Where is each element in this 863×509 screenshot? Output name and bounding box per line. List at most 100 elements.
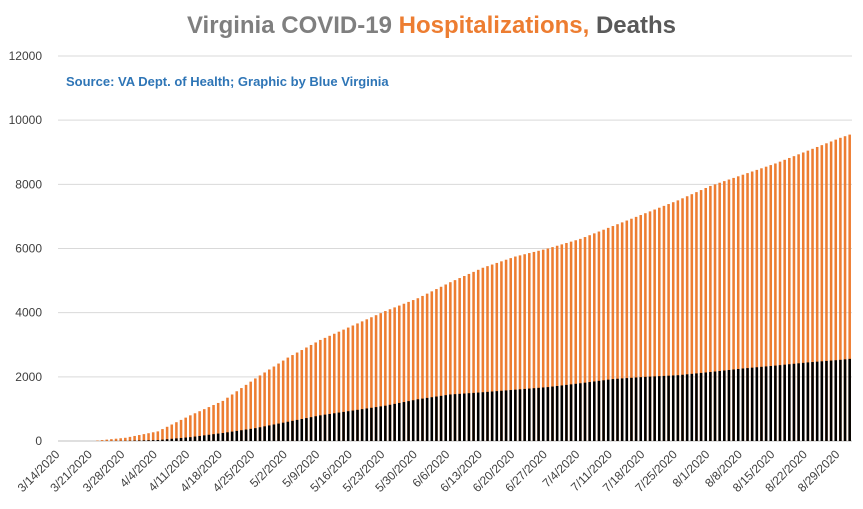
- hospitalizations-bar: [133, 435, 136, 441]
- hospitalizations-bar: [825, 143, 828, 441]
- chart-title: Virginia COVID-19 Hospitalizations, Deat…: [0, 12, 863, 40]
- deaths-bar: [611, 379, 615, 441]
- deaths-bar: [189, 437, 192, 441]
- hospitalizations-bar: [416, 298, 420, 441]
- deaths-bar: [226, 432, 229, 441]
- deaths-bar: [723, 370, 726, 441]
- hospitalizations-bar: [370, 317, 373, 441]
- deaths-bar: [388, 404, 392, 441]
- deaths-bar: [606, 379, 610, 441]
- deaths-bar: [815, 361, 819, 441]
- hospitalizations-bar: [541, 249, 545, 441]
- deaths-bar: [597, 380, 601, 441]
- hospitalizations-bar: [374, 315, 378, 441]
- hospitalizations-bar: [295, 352, 299, 441]
- hospitalizations-bar: [161, 429, 164, 441]
- deaths-bar: [425, 397, 429, 441]
- hospitalizations-bar: [137, 435, 141, 441]
- hospitalizations-bar: [769, 165, 773, 442]
- hospitalizations-bar: [356, 323, 359, 441]
- hospitalizations-bar: [323, 337, 327, 441]
- hospitalizations-bar: [783, 159, 786, 441]
- hospitalizations-bar: [574, 240, 578, 441]
- deaths-bar: [356, 409, 359, 441]
- hospitalizations-bar: [407, 301, 410, 441]
- deaths-bar: [783, 364, 786, 441]
- hospitalizations-bar: [444, 284, 447, 441]
- hospitalizations-bar: [676, 200, 680, 441]
- deaths-bar: [346, 411, 350, 441]
- hospitalizations-bar: [811, 148, 814, 441]
- hospitalizations-bar: [100, 440, 104, 441]
- hospitalizations-bar: [202, 409, 206, 441]
- deaths-bar: [713, 371, 717, 441]
- deaths-bar: [323, 414, 327, 441]
- hospitalizations-bar: [472, 271, 475, 441]
- hospitalizations-bar: [653, 209, 656, 441]
- deaths-bar: [193, 436, 197, 441]
- deaths-bar: [379, 406, 382, 441]
- deaths-bar: [337, 412, 341, 441]
- hospitalizations-bar: [746, 173, 749, 441]
- deaths-bar: [235, 430, 239, 441]
- hospitalizations-bar: [723, 181, 726, 441]
- deaths-bar: [579, 383, 582, 441]
- hospitalizations-bar: [611, 226, 615, 441]
- deaths-bar: [760, 366, 763, 441]
- hospitalizations-bar: [124, 437, 127, 441]
- deaths-bar: [295, 419, 299, 441]
- deaths-bar: [453, 394, 457, 441]
- deaths-bar: [439, 395, 443, 441]
- hospitalizations-bar: [384, 311, 387, 441]
- hospitalizations-bar: [240, 388, 243, 441]
- deaths-bar: [332, 413, 336, 441]
- hospitalizations-bar: [277, 363, 280, 441]
- hospitalizations-bar: [528, 253, 531, 441]
- deaths-bar: [244, 429, 248, 441]
- hospitalizations-bar: [439, 286, 443, 441]
- deaths-bar: [281, 422, 285, 441]
- deaths-bar: [254, 428, 257, 441]
- deaths-bar: [699, 372, 703, 441]
- deaths-bar: [463, 393, 466, 441]
- deaths-bar: [476, 392, 480, 441]
- deaths-bar: [504, 390, 508, 441]
- hospitalizations-bar: [110, 439, 113, 441]
- hospitalizations-bar: [843, 136, 847, 442]
- hospitalizations-bar: [189, 415, 192, 441]
- hospitalizations-bar: [388, 309, 392, 441]
- deaths-bar: [523, 388, 526, 441]
- hospitalizations-bar: [537, 250, 540, 441]
- hospitalizations-bar: [142, 434, 146, 441]
- hospitalizations-bar: [147, 433, 150, 441]
- hospitalizations-bar: [421, 295, 424, 441]
- deaths-bar: [486, 391, 489, 441]
- deaths-bar: [560, 385, 564, 441]
- hospitalizations-bar: [179, 419, 183, 441]
- y-tick-label: 10000: [9, 113, 43, 127]
- hospitalizations-bar: [309, 344, 313, 441]
- hospitalizations-bar: [509, 258, 512, 441]
- deaths-bar: [778, 365, 782, 441]
- deaths-bar: [755, 367, 759, 441]
- deaths-bar: [667, 375, 670, 441]
- deaths-bar: [541, 387, 545, 441]
- deaths-bar: [490, 391, 494, 441]
- hospitalizations-bar: [801, 152, 805, 441]
- y-tick-label: 6000: [15, 242, 42, 256]
- hospitalizations-bar: [449, 282, 452, 441]
- deaths-bar: [319, 415, 322, 441]
- hospitalizations-bar: [713, 184, 717, 442]
- deaths-bar: [509, 390, 512, 441]
- hospitalizations-bar: [667, 204, 670, 441]
- deaths-bar: [142, 440, 146, 441]
- hospitalizations-bar: [453, 280, 457, 441]
- deaths-bar: [374, 407, 378, 441]
- hospitalizations-bar: [750, 171, 754, 441]
- deaths-bar: [342, 411, 345, 441]
- hospitalizations-bar: [207, 407, 211, 441]
- hospitalizations-bar: [727, 179, 731, 442]
- deaths-bar: [834, 360, 838, 441]
- deaths-bar: [518, 389, 522, 441]
- deaths-bar: [788, 364, 791, 441]
